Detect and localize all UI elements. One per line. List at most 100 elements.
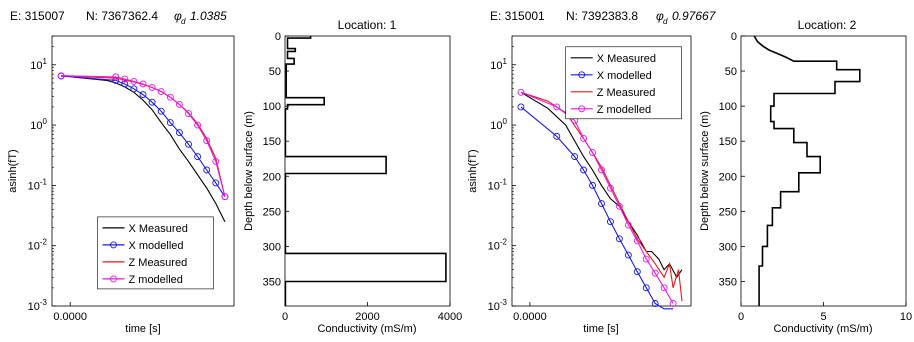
panel-1-northing: N: 7367362.4 bbox=[86, 9, 158, 23]
decay-2-series-3-point bbox=[660, 284, 668, 292]
decay-1-series-1-point bbox=[157, 107, 165, 115]
decay-1-legend-marker bbox=[110, 275, 117, 283]
decay-1-series-1-point bbox=[130, 85, 138, 93]
profile-1-y-tick-label: 250 bbox=[263, 206, 281, 218]
decay-1-series-3-point bbox=[212, 157, 220, 165]
profile-2-y-tick-label: 0 bbox=[731, 31, 737, 43]
decay-2-series-3-point bbox=[651, 269, 659, 277]
profile-2-y-tick-label: 350 bbox=[719, 276, 737, 288]
decay-1-y-tick-label: 101 bbox=[30, 57, 47, 72]
decay-2-series-3-point bbox=[553, 103, 561, 111]
decay-1-y-tick-label: 10-3 bbox=[28, 298, 48, 313]
decay-2-series-3-point bbox=[517, 88, 525, 96]
decay-2-y-tick-label: 100 bbox=[490, 117, 507, 132]
profile-1-x-tick-label: 0 bbox=[282, 311, 288, 323]
decay-2-legend-box bbox=[565, 46, 683, 120]
decay-1-series-1-point bbox=[175, 129, 183, 137]
decay-2-series-1-point bbox=[615, 235, 623, 243]
profile-2-x-tick-label: 0 bbox=[738, 311, 744, 323]
decay-2-series-1-point bbox=[598, 200, 605, 207]
profile-2-y-tick-label: 50 bbox=[725, 66, 737, 78]
decay-2-series-1-point bbox=[633, 268, 641, 276]
decay-2-legend-label: Z modelled bbox=[597, 104, 651, 116]
decay-2-series-3-point bbox=[669, 300, 677, 307]
decay-1-legend-label: Z modelled bbox=[129, 274, 183, 286]
decay-2-series-3-point bbox=[580, 135, 588, 142]
decay-2-y-tick-label: 101 bbox=[490, 57, 507, 72]
decay-1-legend-label: X modelled bbox=[129, 240, 184, 252]
decay-2-series-1-point bbox=[624, 251, 632, 259]
decay-1-series-3-point bbox=[121, 75, 129, 83]
decay-2-series-1-point bbox=[517, 103, 525, 111]
plot-area-profile-1 bbox=[284, 35, 451, 307]
decay-1-series-3-point bbox=[221, 193, 229, 201]
profile-1-y-tick-label: 100 bbox=[263, 101, 281, 113]
decay-1-series-1-point bbox=[194, 153, 202, 161]
decay-2-series-3-point bbox=[642, 255, 650, 263]
decay-1-legend-marker bbox=[110, 241, 117, 249]
decay-1-series-3-point bbox=[166, 93, 174, 101]
decay-1-series-1-point bbox=[212, 179, 220, 187]
profile-2-y-tick-label: 300 bbox=[719, 241, 737, 253]
panel-1-phi-symbol: φ bbox=[174, 9, 182, 23]
profile-1-x-tick-label: 2000 bbox=[355, 311, 379, 323]
profile-2-x-axis-label: Conductivity (mS/m) bbox=[773, 323, 872, 335]
decay-2-y-tick-label: 10-2 bbox=[488, 238, 508, 253]
panel-3-easting: E: 315001 bbox=[490, 9, 545, 23]
decay-1-y-axis-label: asinh(fT) bbox=[7, 149, 19, 192]
decay-1-series-3-point bbox=[130, 77, 138, 85]
decay-1-series-1-point bbox=[203, 166, 211, 174]
decay-2-series-1-point bbox=[553, 132, 561, 140]
decay-2-legend-label: Z Measured bbox=[597, 87, 656, 99]
profile-2-y-tick-label: 150 bbox=[719, 136, 737, 148]
decay-1-x-axis-label: time [s] bbox=[125, 323, 160, 335]
profile-2-y-axis-label: Depth below surface (m) bbox=[699, 111, 711, 231]
decay-1-x-tick-label: 0.0000 bbox=[53, 311, 87, 323]
profile-2-y-tick-label: 100 bbox=[719, 101, 737, 113]
panel-3-phi-value: 0.97667 bbox=[672, 9, 717, 23]
decay-1-y-tick-label: 10-2 bbox=[28, 238, 48, 253]
decay-2-series-1-point bbox=[651, 300, 659, 307]
decay-1-y-tick-label: 100 bbox=[30, 117, 47, 132]
decay-2-y-tick-label: 10-3 bbox=[488, 298, 508, 313]
profile-1-y-tick-label: 0 bbox=[275, 31, 281, 43]
decay-2-series-1-point bbox=[571, 153, 579, 161]
decay-1-series-3-point bbox=[139, 80, 147, 88]
decay-2-series-3-point bbox=[624, 221, 632, 229]
panel-2-title: Location: 1 bbox=[338, 18, 397, 32]
decay-1-series-1-point bbox=[139, 91, 147, 99]
decay-1-series-1-point bbox=[121, 80, 129, 88]
decay-1-series-3-point bbox=[194, 121, 202, 129]
decay-1-series-3-point bbox=[57, 72, 65, 80]
decay-2-series-3-point bbox=[607, 184, 614, 192]
decay-2-x-axis-label: time [s] bbox=[583, 323, 618, 335]
panel-1-phi-value: 1.0385 bbox=[190, 9, 227, 23]
profile-1-x-axis-label: Conductivity (mS/m) bbox=[317, 323, 416, 335]
profile-2-x-tick-label: 5 bbox=[820, 311, 826, 323]
decay-2-legend-label: X modelled bbox=[597, 70, 652, 82]
decay-1-legend-label: Z Measured bbox=[129, 257, 188, 269]
profile-1-y-tick-label: 200 bbox=[263, 171, 281, 183]
decay-1-series-1-point bbox=[148, 98, 156, 106]
decay-2-legend-label: X Measured bbox=[597, 53, 656, 65]
profile-1-y-tick-label: 150 bbox=[263, 136, 281, 148]
profile-2-y-tick-label: 250 bbox=[719, 206, 737, 218]
decay-1-series-3-point bbox=[157, 88, 165, 95]
profile-1-y-tick-label: 350 bbox=[263, 276, 281, 288]
decay-1-series-3-point bbox=[175, 100, 183, 108]
plot-area-profile-2 bbox=[740, 35, 907, 307]
profile-1-conductivity-profile bbox=[284, 36, 447, 306]
panel-3-phi-symbol: φ bbox=[656, 9, 664, 23]
decay-2-y-axis-label: asinh(fT) bbox=[467, 149, 479, 192]
decay-1-series-3-point bbox=[203, 137, 211, 145]
profile-1-x-tick-label: 4000 bbox=[438, 311, 462, 323]
decay-2-legend-marker bbox=[578, 71, 586, 79]
decay-2-series-3-point bbox=[589, 149, 596, 157]
profile-1-y-tick-label: 50 bbox=[269, 66, 281, 78]
decay-2-series-1-point bbox=[589, 181, 596, 189]
decay-1-series-3-point bbox=[112, 73, 120, 81]
panel-3-phi-subscript: d bbox=[663, 17, 668, 26]
decay-1-legend-label: X Measured bbox=[129, 223, 188, 235]
